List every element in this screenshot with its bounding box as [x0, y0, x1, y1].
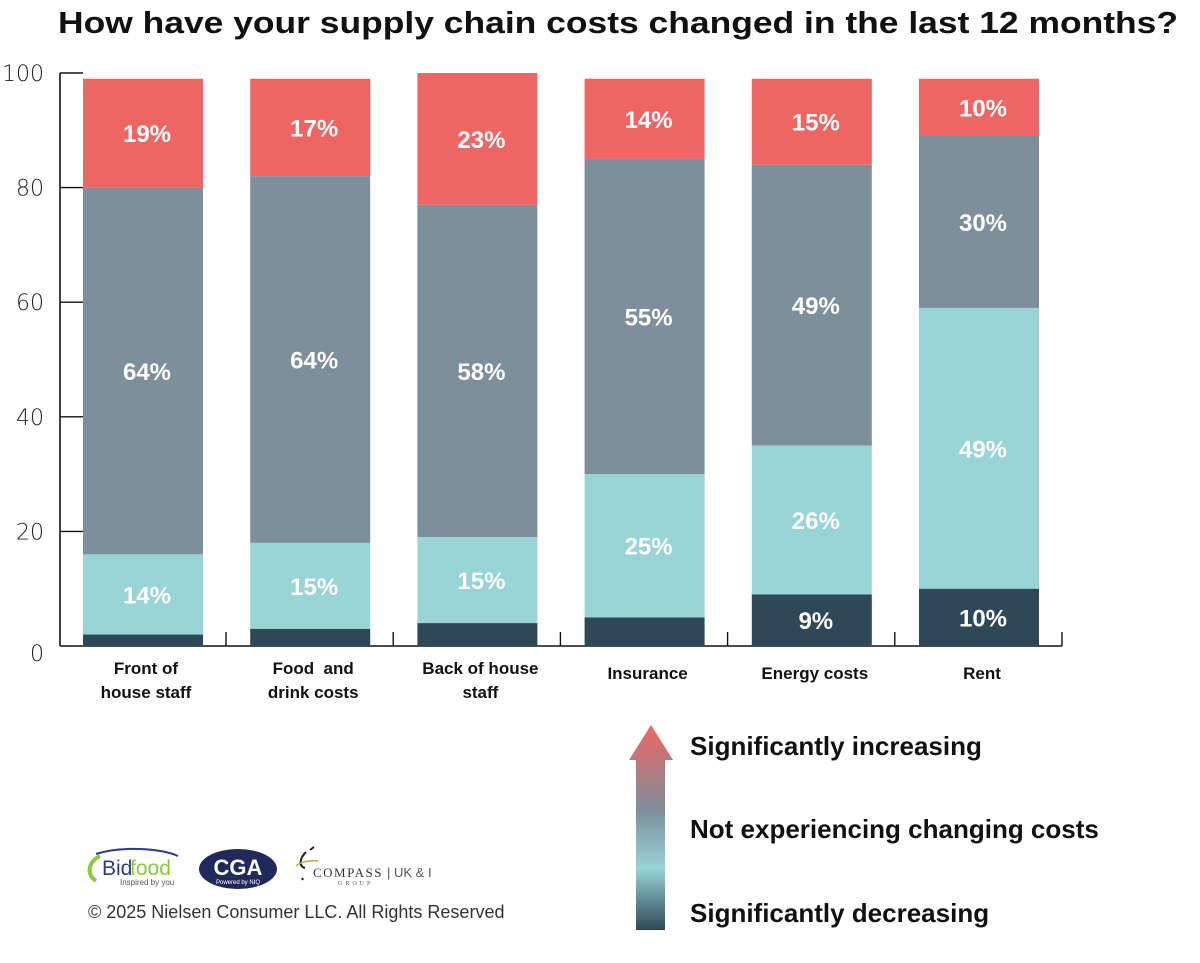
- legend: Significantly increasing Not experiencin…: [629, 725, 1099, 930]
- bar-segment-increasing: [584, 78, 705, 159]
- bar-value-label: 49%: [792, 293, 840, 320]
- bar-segment-decreasing: [417, 623, 538, 646]
- bar-segment-decreasing-mild: [417, 537, 538, 624]
- stacked-bar: 15% 64% 17%: [250, 78, 371, 646]
- category-label: Front of: [114, 659, 179, 678]
- y-tick-label: 100: [2, 62, 44, 87]
- cga-badge-icon: [199, 849, 277, 889]
- bar-value-label: 14%: [625, 107, 673, 134]
- bar-segment-decreasing: [751, 594, 872, 646]
- bars: 14% 64% 19% 15% 64% 17% 15% 58% 23% 25% 55% 14% 9% 26…: [83, 73, 1039, 646]
- bidfood-swoosh-icon: [87, 854, 102, 883]
- compass-sub: GROUP: [338, 881, 373, 887]
- bar-segment-increasing: [83, 78, 203, 188]
- category-label: Energy costs: [761, 664, 868, 683]
- category-label: Back of house: [422, 659, 538, 678]
- bidfood-name-part1: Bid: [102, 857, 132, 880]
- category-labels: Front of house staff Food and drink costs Ba…: [101, 659, 1002, 702]
- stacked-bar: 14% 64% 19%: [83, 78, 203, 646]
- bar-segment-not-changing: [250, 176, 371, 543]
- bar-segment-increasing: [417, 73, 538, 205]
- bidfood-tagline: Inspired by you: [120, 878, 174, 887]
- bar-segment-not-changing: [417, 204, 538, 538]
- y-tick-label: 40: [16, 406, 44, 431]
- legend-gradient-arrow-icon: [629, 725, 673, 930]
- bar-segment-increasing: [751, 78, 872, 165]
- legend-label-decreasing: Significantly decreasing: [690, 898, 989, 928]
- bar-value-label: 9%: [798, 608, 833, 635]
- cga-tagline: Powered by NIQ: [216, 880, 260, 886]
- bar-value-label: 30%: [959, 210, 1007, 237]
- y-tick-label: 0: [30, 642, 44, 667]
- bar-segment-decreasing: [584, 617, 705, 646]
- stacked-bar: 25% 55% 14%: [584, 78, 705, 646]
- bar-value-label: 10%: [959, 605, 1007, 632]
- cga-logo: CGA Powered by NIQ: [199, 849, 277, 889]
- bidfood-name-part2: food: [130, 857, 171, 880]
- bar-segment-not-changing: [751, 164, 872, 446]
- bar-segment-not-changing: [584, 158, 705, 475]
- bar-value-label: 15%: [457, 568, 505, 595]
- bar-segment-not-changing: [919, 136, 1039, 308]
- compass-name: COMPASS: [313, 865, 383, 880]
- bar-value-label: 64%: [123, 359, 171, 386]
- bar-segment-decreasing: [919, 588, 1039, 646]
- copyright-text: © 2025 Nielsen Consumer LLC. All Rights …: [88, 902, 504, 922]
- legend-label-not-changing: Not experiencing changing costs: [690, 814, 1099, 844]
- category-label: Food and: [273, 659, 354, 678]
- stacked-bar: 10% 49% 30% 10%: [919, 78, 1039, 646]
- bar-segment-decreasing-mild: [919, 307, 1039, 589]
- bar-value-label: 64%: [290, 348, 338, 375]
- bidfood-logo: Bid food Inspired by you: [87, 847, 179, 887]
- bar-segment-decreasing-mild: [250, 542, 371, 629]
- chart-title: How have your supply chain costs changed…: [58, 5, 1178, 40]
- bar-segment-increasing: [919, 78, 1039, 137]
- compass-region: | UK & I: [387, 865, 432, 880]
- bar-value-label: 15%: [290, 574, 338, 601]
- bar-value-label: 58%: [457, 359, 505, 386]
- bar-value-label: 15%: [792, 110, 840, 137]
- y-tick-label: 60: [16, 291, 44, 316]
- y-tick-label: 80: [16, 177, 44, 202]
- category-label: Insurance: [607, 664, 687, 683]
- bar-segment-decreasing-mild: [83, 554, 203, 635]
- bar-value-label: 10%: [959, 95, 1007, 122]
- cga-name: CGA: [214, 855, 263, 880]
- category-label: staff: [462, 683, 498, 702]
- compass-figure-icon: [299, 846, 315, 881]
- category-label: house staff: [101, 683, 192, 702]
- bar-segment-decreasing-mild: [751, 445, 872, 595]
- y-tick-label: 20: [16, 520, 44, 545]
- category-label: Rent: [963, 664, 1001, 683]
- bar-value-label: 14%: [123, 582, 171, 609]
- bar-value-label: 25%: [625, 534, 673, 561]
- bar-segment-decreasing: [83, 634, 203, 646]
- bidfood-arc-icon: [95, 847, 179, 857]
- stacked-bar: 9% 26% 49% 15%: [751, 78, 872, 646]
- bar-value-label: 23%: [457, 127, 505, 154]
- category-label: drink costs: [268, 683, 359, 702]
- bar-value-label: 17%: [290, 115, 338, 142]
- bar-value-label: 19%: [123, 121, 171, 148]
- bar-segment-decreasing: [250, 628, 371, 646]
- bar-segment-increasing: [250, 78, 371, 177]
- bar-value-label: 26%: [792, 508, 840, 535]
- bar-value-label: 49%: [959, 436, 1007, 463]
- compass-logo: COMPASS GROUP | UK & I: [295, 846, 432, 887]
- compass-swirl-icon: [295, 860, 319, 867]
- bar-segment-decreasing-mild: [584, 474, 705, 618]
- legend-label-increasing: Significantly increasing: [690, 731, 982, 761]
- bar-segment-not-changing: [83, 187, 203, 555]
- stacked-bar: 15% 58% 23%: [417, 73, 538, 646]
- bar-value-label: 55%: [625, 305, 673, 332]
- axes: 0 20 40 60 80 100: [2, 62, 1063, 667]
